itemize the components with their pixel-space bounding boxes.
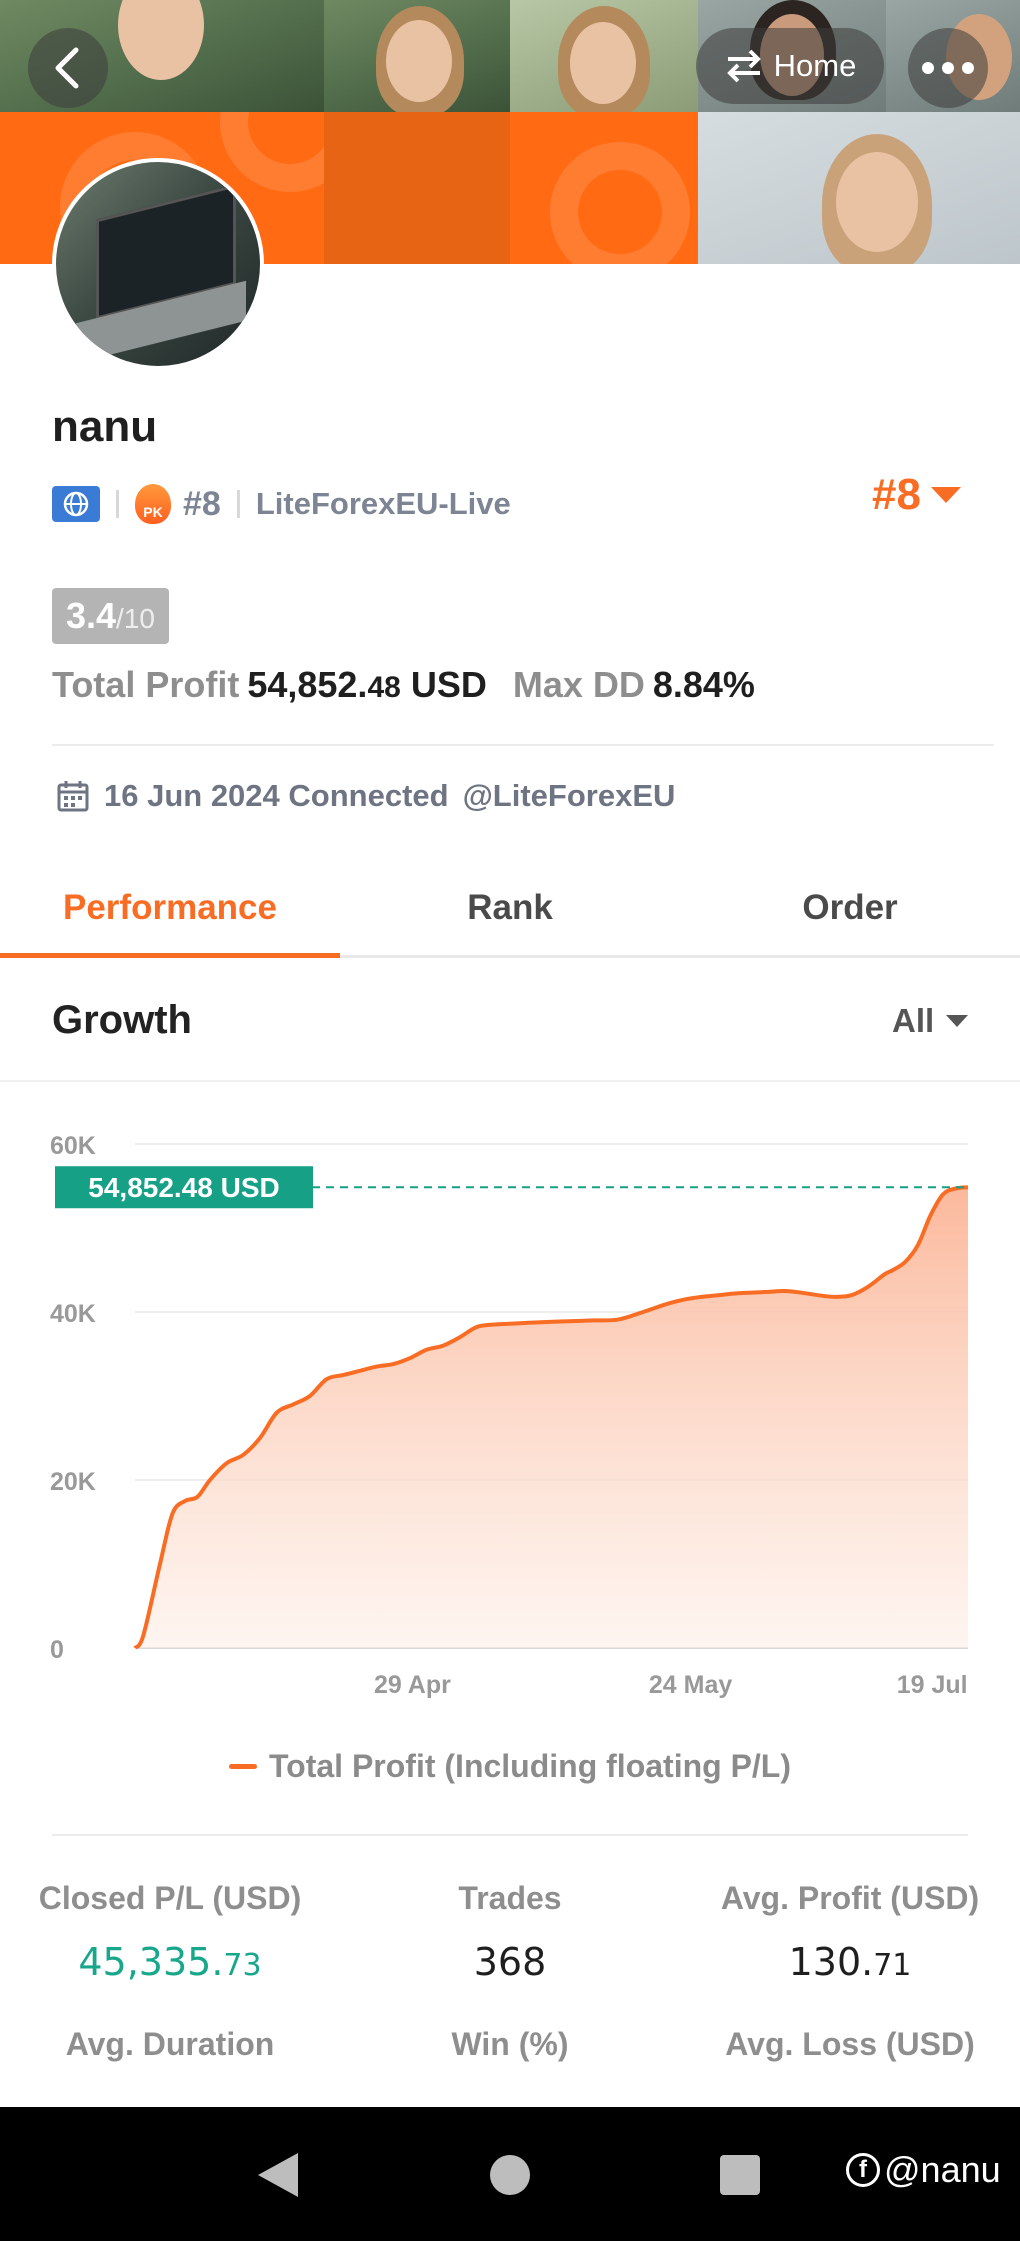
metric-closed-pl: Closed P/L (USD) 45,335.73 — [0, 1880, 340, 1996]
home-switch-button[interactable]: Home — [696, 28, 884, 104]
connection-info: 16 Jun 2024 Connected @LiteForexEU — [56, 778, 675, 814]
profile-meta-row: PK #8 LiteForexEU-Live — [52, 482, 511, 526]
avatar — [52, 158, 264, 370]
metric-avg-loss: Avg. Loss (USD) — [680, 2026, 1020, 2070]
metrics-row: Closed P/L (USD) 45,335.73 Trades 368 Av… — [0, 1880, 1020, 1996]
metric-label: Closed P/L (USD) — [38, 1880, 302, 1916]
connected-date: 16 Jun 2024 Connected — [104, 778, 449, 813]
banner-photo — [510, 0, 698, 112]
rank-big-label: #8 — [872, 470, 921, 519]
max-dd-value: 8.84% — [652, 664, 755, 705]
caret-down-icon — [946, 1015, 969, 1027]
y-tick-label: 60K — [50, 1132, 96, 1160]
rank-tag: #8 — [183, 484, 221, 523]
chart-legend: Total Profit (Including floating P/L) — [0, 1748, 1020, 1785]
current-value-label: 54,852.48 USD — [88, 1172, 279, 1203]
y-tick-label: 40K — [50, 1300, 96, 1328]
watermark: f @nanu — [846, 2149, 1001, 2191]
facebook-icon: f — [846, 2153, 880, 2187]
caret-down-icon — [930, 487, 961, 503]
metric-label: Win (%) — [451, 2026, 569, 2062]
score-badge: 3.4 /10 — [52, 588, 169, 644]
swap-icon — [726, 49, 761, 83]
total-profit-label: Total Profit — [52, 664, 240, 705]
calendar-icon — [57, 781, 89, 812]
more-dots-icon — [922, 62, 974, 74]
banner-pattern — [510, 112, 698, 264]
nav-recents-icon[interactable] — [720, 2155, 760, 2195]
metric-label: Trades — [458, 1880, 562, 1916]
banner-pattern — [324, 112, 510, 264]
total-profit-value: 54,852.48 USD — [247, 664, 487, 705]
metric-value: 45,335.73 — [78, 1940, 262, 1984]
metric-win-rate: Win (%) — [340, 2026, 680, 2070]
divider — [116, 490, 119, 518]
system-nav-bar: f @nanu — [0, 2107, 1020, 2241]
banner-photo — [324, 0, 510, 112]
globe-icon — [52, 486, 100, 522]
x-tick-label: 29 Apr — [374, 1671, 451, 1699]
metric-label: Avg. Profit (USD) — [720, 1880, 980, 1916]
fire-pk-icon: PK — [135, 484, 171, 524]
back-button[interactable] — [28, 28, 108, 108]
metric-value: 130.71 — [788, 1940, 912, 1984]
tab-rank[interactable]: Rank — [467, 887, 553, 927]
metric-label: Avg. Loss (USD) — [725, 2026, 975, 2062]
profit-line — [133, 1185, 969, 1650]
broker-name: LiteForexEU-Live — [255, 486, 511, 521]
y-tick-label: 20K — [50, 1468, 96, 1496]
score-value: 3.4 — [66, 595, 117, 636]
divider — [52, 744, 994, 746]
y-tick-label: 0 — [50, 1636, 64, 1664]
legend-swatch — [229, 1764, 257, 1769]
metric-value: 368 — [473, 1940, 547, 1984]
divider — [52, 1834, 968, 1836]
user-name: nanu — [52, 402, 158, 451]
connected-handle[interactable]: @LiteForexEU — [462, 778, 676, 813]
growth-chart: 60K 40K 20K 0 29 Apr 24 May 19 Jul 54,852.48 US… — [50, 1132, 969, 1699]
x-tick-label: 24 May — [649, 1671, 732, 1699]
profit-area — [135, 1187, 968, 1648]
metric-trades: Trades 368 — [340, 1880, 680, 1996]
growth-header: Growth All — [0, 962, 1020, 1082]
nav-home-icon[interactable] — [490, 2155, 530, 2195]
growth-title: Growth — [52, 998, 192, 1042]
score-max: /10 — [116, 603, 155, 634]
tab-bar: Performance Rank Order — [0, 860, 1020, 958]
watermark-text: @nanu — [884, 2149, 1001, 2190]
divider — [236, 490, 240, 518]
home-label: Home — [773, 48, 857, 83]
x-tick-label: 19 Jul — [897, 1671, 968, 1699]
back-arrow-icon — [55, 47, 79, 89]
max-dd-label: Max DD — [512, 664, 645, 705]
banner-photo — [698, 112, 1020, 264]
legend-label: Total Profit (Including floating P/L) — [269, 1748, 791, 1784]
profit-summary: Total Profit 54,852.48 USD Max DD 8.84% — [52, 664, 755, 706]
nav-back-icon[interactable] — [258, 2153, 298, 2197]
metric-avg-profit: Avg. Profit (USD) 130.71 — [680, 1880, 1020, 1996]
rank-dropdown[interactable]: #8 — [872, 470, 961, 520]
metric-avg-duration: Avg. Duration — [0, 2026, 340, 2070]
metrics-grid: Closed P/L (USD) 45,335.73 Trades 368 Av… — [0, 1880, 1020, 2070]
metric-label: Avg. Duration — [65, 2026, 275, 2062]
tab-order[interactable]: Order — [802, 887, 898, 927]
range-label: All — [892, 1002, 935, 1039]
tab-performance[interactable]: Performance — [0, 860, 340, 958]
metrics-row: Avg. Duration Win (%) Avg. Loss (USD) — [0, 2026, 1020, 2070]
range-dropdown[interactable]: All — [892, 1002, 969, 1040]
current-value-badge — [55, 1166, 313, 1209]
more-button[interactable] — [908, 28, 988, 108]
